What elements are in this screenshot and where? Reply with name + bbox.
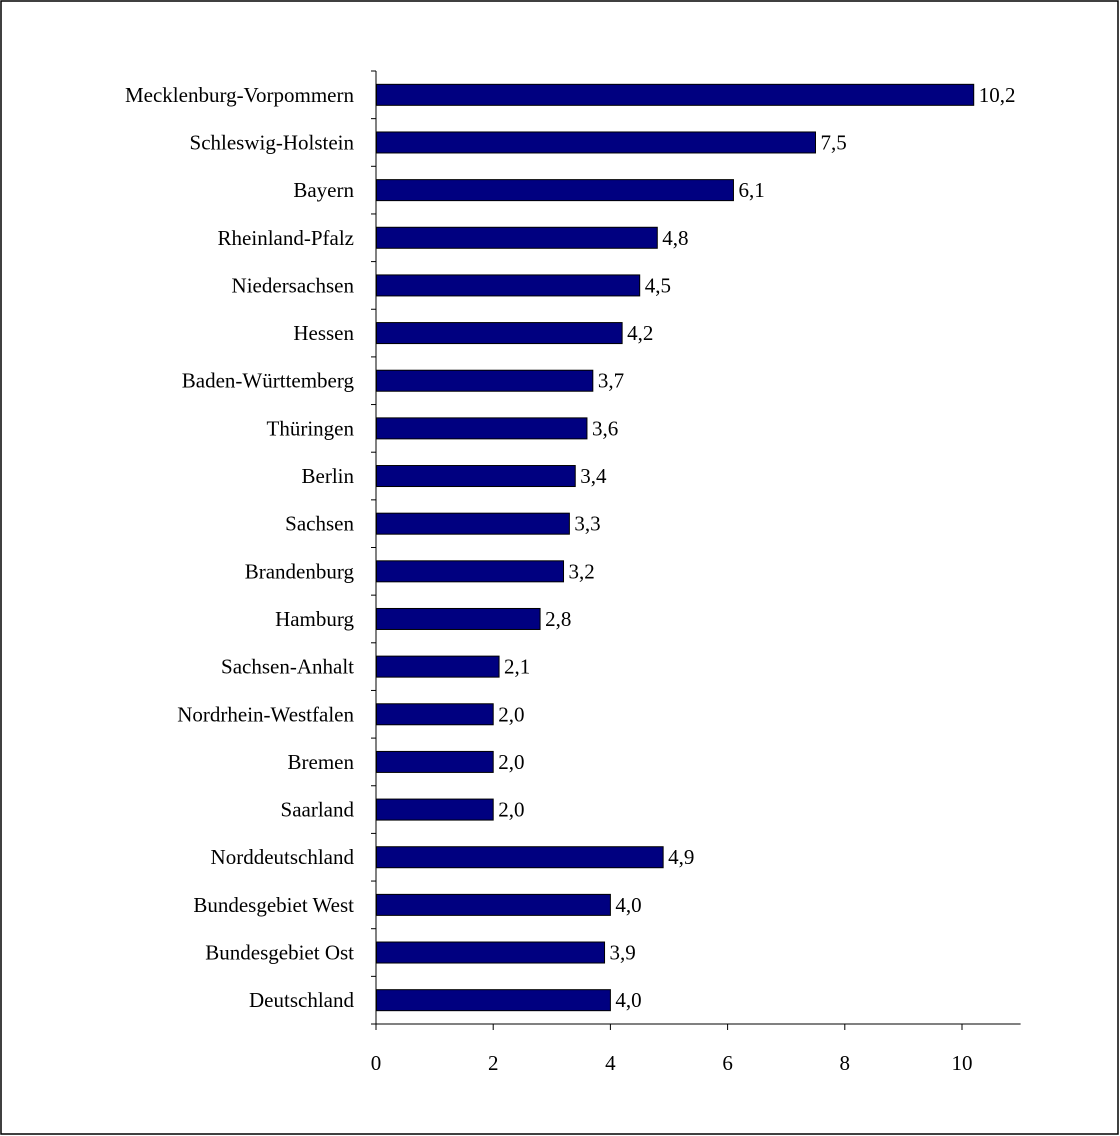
category-label: Brandenburg bbox=[245, 559, 355, 583]
value-label: 3,2 bbox=[569, 559, 595, 583]
bar bbox=[376, 655, 500, 678]
bar bbox=[376, 607, 541, 630]
bar bbox=[376, 512, 570, 535]
value-label: 3,9 bbox=[610, 941, 636, 965]
x-tick-label: 10 bbox=[952, 1051, 973, 1075]
value-label: 2,0 bbox=[498, 750, 524, 774]
value-label: 2,1 bbox=[504, 655, 530, 679]
labels-layer: 0 2 4 6 8 10 Mecklenburg-Vorpommern 10,2 Schlesw… bbox=[125, 83, 1015, 1075]
category-label: Deutschland bbox=[249, 988, 354, 1012]
bar bbox=[376, 941, 606, 964]
value-label: 7,5 bbox=[821, 130, 847, 154]
category-label: Hessen bbox=[293, 321, 354, 345]
x-tick-label: 4 bbox=[605, 1051, 616, 1075]
category-label: Mecklenburg-Vorpommern bbox=[125, 83, 355, 107]
category-label: Bundesgebiet West bbox=[193, 893, 354, 917]
category-label: Hamburg bbox=[275, 607, 354, 631]
bar bbox=[376, 322, 623, 345]
x-tick-label: 6 bbox=[722, 1051, 733, 1075]
category-label: Berlin bbox=[302, 464, 355, 488]
bar bbox=[376, 465, 576, 488]
category-label: Norddeutschland bbox=[211, 845, 355, 869]
category-label: Bundesgebiet Ost bbox=[205, 941, 354, 965]
bar bbox=[376, 83, 975, 106]
value-label: 3,7 bbox=[598, 369, 624, 393]
bar bbox=[376, 131, 816, 154]
category-label: Rheinland-Pfalz bbox=[218, 226, 354, 250]
x-tick-label: 8 bbox=[840, 1051, 851, 1075]
category-label: Bremen bbox=[288, 750, 355, 774]
value-label: 3,4 bbox=[580, 464, 607, 488]
bar bbox=[376, 274, 641, 297]
category-label: Sachsen bbox=[285, 512, 354, 536]
value-label: 4,8 bbox=[662, 226, 688, 250]
value-label: 2,0 bbox=[498, 798, 524, 822]
category-label: Baden-Württemberg bbox=[182, 369, 355, 393]
x-tick-label: 2 bbox=[488, 1051, 499, 1075]
bar bbox=[376, 989, 611, 1012]
bar bbox=[376, 798, 494, 821]
category-label: Bayern bbox=[293, 178, 354, 202]
bar bbox=[376, 369, 594, 392]
bar bbox=[376, 893, 611, 916]
value-label: 3,3 bbox=[574, 512, 600, 536]
bar bbox=[376, 417, 588, 440]
category-label: Nordrhein-Westfalen bbox=[177, 702, 354, 726]
value-label: 4,0 bbox=[615, 988, 641, 1012]
value-label: 4,2 bbox=[627, 321, 653, 345]
bar bbox=[376, 179, 734, 202]
bar bbox=[376, 846, 664, 869]
value-label: 2,0 bbox=[498, 702, 524, 726]
category-label: Thüringen bbox=[267, 416, 355, 440]
value-label: 4,5 bbox=[645, 273, 671, 297]
bar bbox=[376, 703, 494, 726]
x-tick-label: 0 bbox=[371, 1051, 382, 1075]
value-label: 6,1 bbox=[738, 178, 764, 202]
category-label: Schleswig-Holstein bbox=[190, 130, 355, 154]
value-label: 4,0 bbox=[615, 893, 641, 917]
bar bbox=[376, 226, 658, 249]
value-label: 10,2 bbox=[979, 83, 1016, 107]
value-label: 2,8 bbox=[545, 607, 571, 631]
bar bbox=[376, 750, 494, 773]
bar bbox=[376, 560, 565, 583]
value-label: 4,9 bbox=[668, 845, 694, 869]
category-label: Saarland bbox=[281, 798, 355, 822]
value-label: 3,6 bbox=[592, 416, 618, 440]
category-label: Sachsen-Anhalt bbox=[221, 655, 354, 679]
axis-layer bbox=[371, 70, 1021, 1030]
category-label: Niedersachsen bbox=[232, 273, 355, 297]
bars-layer bbox=[376, 83, 975, 1012]
